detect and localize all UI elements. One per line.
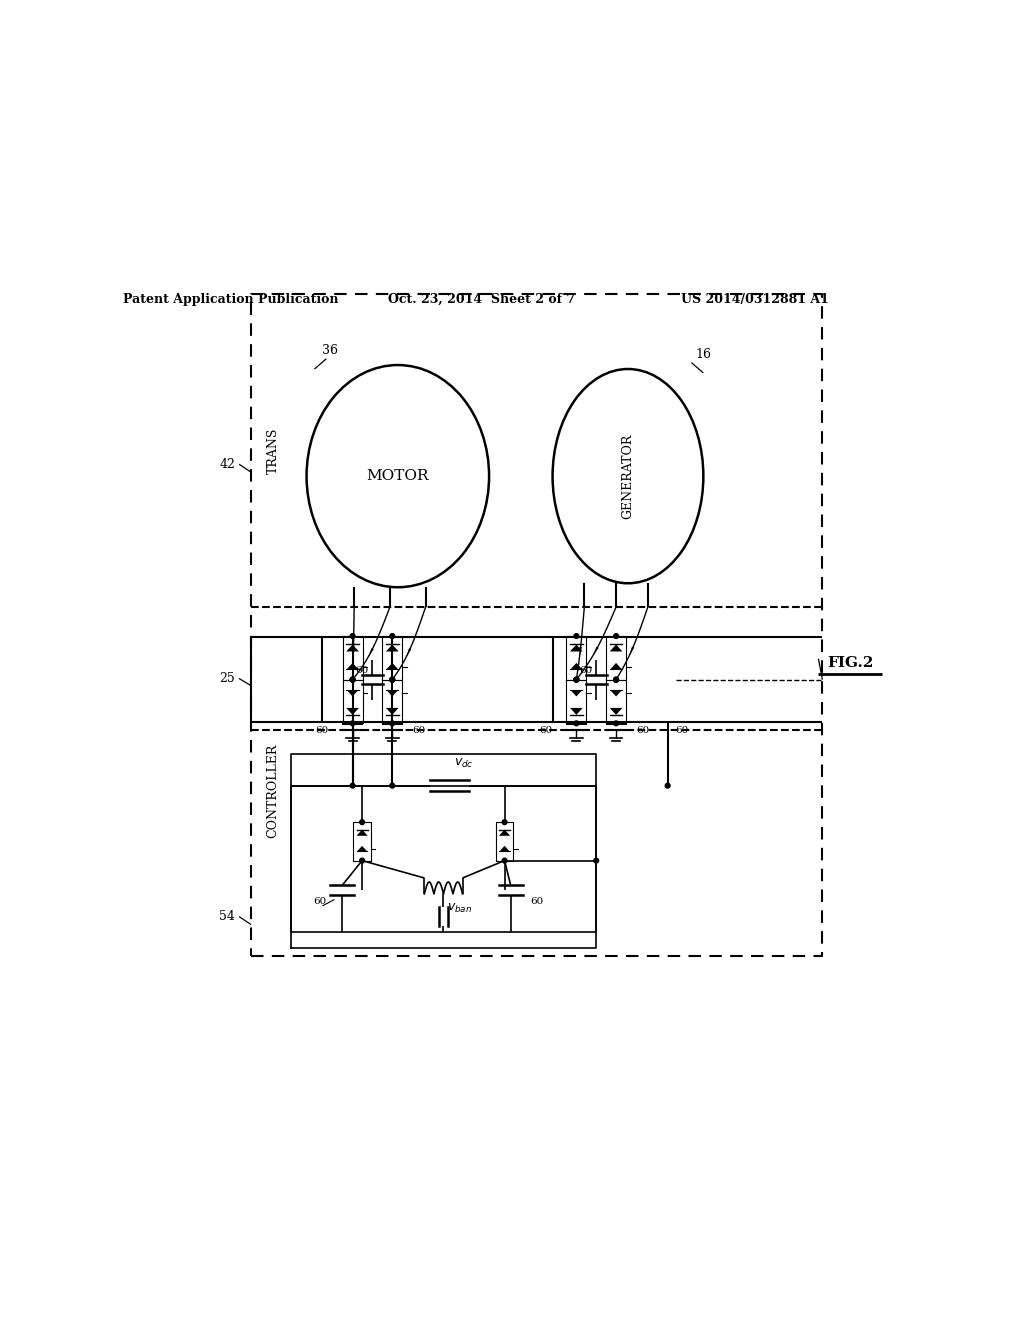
Circle shape — [390, 721, 394, 726]
Circle shape — [502, 858, 507, 863]
Text: $v_{dc}$: $v_{dc}$ — [454, 756, 473, 770]
Polygon shape — [347, 663, 358, 669]
Circle shape — [350, 783, 355, 788]
Circle shape — [574, 677, 579, 682]
Polygon shape — [347, 690, 358, 697]
Circle shape — [350, 677, 355, 682]
Polygon shape — [357, 846, 367, 851]
Polygon shape — [386, 644, 398, 652]
Text: 60: 60 — [636, 726, 649, 735]
Text: 36: 36 — [323, 345, 338, 358]
Circle shape — [613, 677, 618, 682]
Text: 42: 42 — [219, 458, 236, 471]
Circle shape — [666, 783, 670, 788]
Polygon shape — [407, 648, 412, 657]
Text: 16: 16 — [695, 348, 712, 362]
Polygon shape — [499, 830, 510, 836]
Text: 25: 25 — [219, 672, 236, 685]
Circle shape — [574, 634, 579, 639]
Polygon shape — [609, 708, 623, 715]
Circle shape — [502, 820, 507, 825]
Circle shape — [390, 783, 394, 788]
Circle shape — [390, 677, 394, 682]
Polygon shape — [570, 644, 583, 652]
Text: CONTROLLER: CONTROLLER — [266, 743, 280, 838]
Polygon shape — [500, 846, 510, 851]
Text: 60: 60 — [355, 665, 369, 675]
Text: Patent Application Publication: Patent Application Publication — [124, 293, 339, 306]
Circle shape — [390, 677, 394, 682]
Polygon shape — [570, 663, 582, 669]
Circle shape — [350, 677, 355, 682]
Circle shape — [350, 677, 355, 682]
Polygon shape — [356, 830, 368, 836]
Polygon shape — [386, 708, 398, 715]
Text: 54: 54 — [219, 909, 236, 923]
Text: 60: 60 — [315, 726, 329, 735]
Text: TRANS: TRANS — [266, 428, 280, 474]
Text: FIG.2: FIG.2 — [827, 656, 873, 669]
Circle shape — [613, 677, 618, 682]
Text: US 2014/0312881 A1: US 2014/0312881 A1 — [681, 293, 828, 306]
Text: $v_{ban}$: $v_{ban}$ — [447, 902, 473, 915]
Text: GENERATOR: GENERATOR — [622, 433, 635, 519]
Circle shape — [350, 721, 355, 726]
Polygon shape — [610, 690, 622, 697]
Text: 60: 60 — [313, 898, 327, 907]
Text: 60: 60 — [676, 726, 689, 735]
Polygon shape — [346, 708, 359, 715]
Circle shape — [574, 721, 579, 726]
Text: 60: 60 — [412, 726, 425, 735]
Circle shape — [574, 677, 579, 682]
Circle shape — [613, 677, 618, 682]
Polygon shape — [609, 644, 623, 652]
Text: 60: 60 — [579, 665, 592, 675]
Circle shape — [350, 634, 355, 639]
Polygon shape — [593, 647, 599, 655]
Polygon shape — [387, 663, 397, 669]
Polygon shape — [346, 644, 359, 652]
Circle shape — [613, 634, 618, 639]
Polygon shape — [352, 648, 354, 657]
Circle shape — [359, 858, 365, 863]
Polygon shape — [387, 690, 397, 697]
Circle shape — [613, 721, 618, 726]
Polygon shape — [580, 647, 582, 656]
Polygon shape — [570, 690, 582, 697]
Text: Oct. 23, 2014  Sheet 2 of 7: Oct. 23, 2014 Sheet 2 of 7 — [388, 293, 574, 306]
Text: 60: 60 — [540, 726, 553, 735]
Polygon shape — [610, 663, 622, 669]
Circle shape — [359, 820, 365, 825]
Polygon shape — [630, 647, 634, 656]
Circle shape — [390, 677, 394, 682]
Polygon shape — [570, 708, 583, 715]
Polygon shape — [369, 648, 374, 657]
Circle shape — [390, 634, 394, 639]
Circle shape — [594, 858, 599, 863]
Text: MOTOR: MOTOR — [367, 469, 429, 483]
Text: 60: 60 — [530, 898, 544, 907]
Circle shape — [574, 677, 579, 682]
